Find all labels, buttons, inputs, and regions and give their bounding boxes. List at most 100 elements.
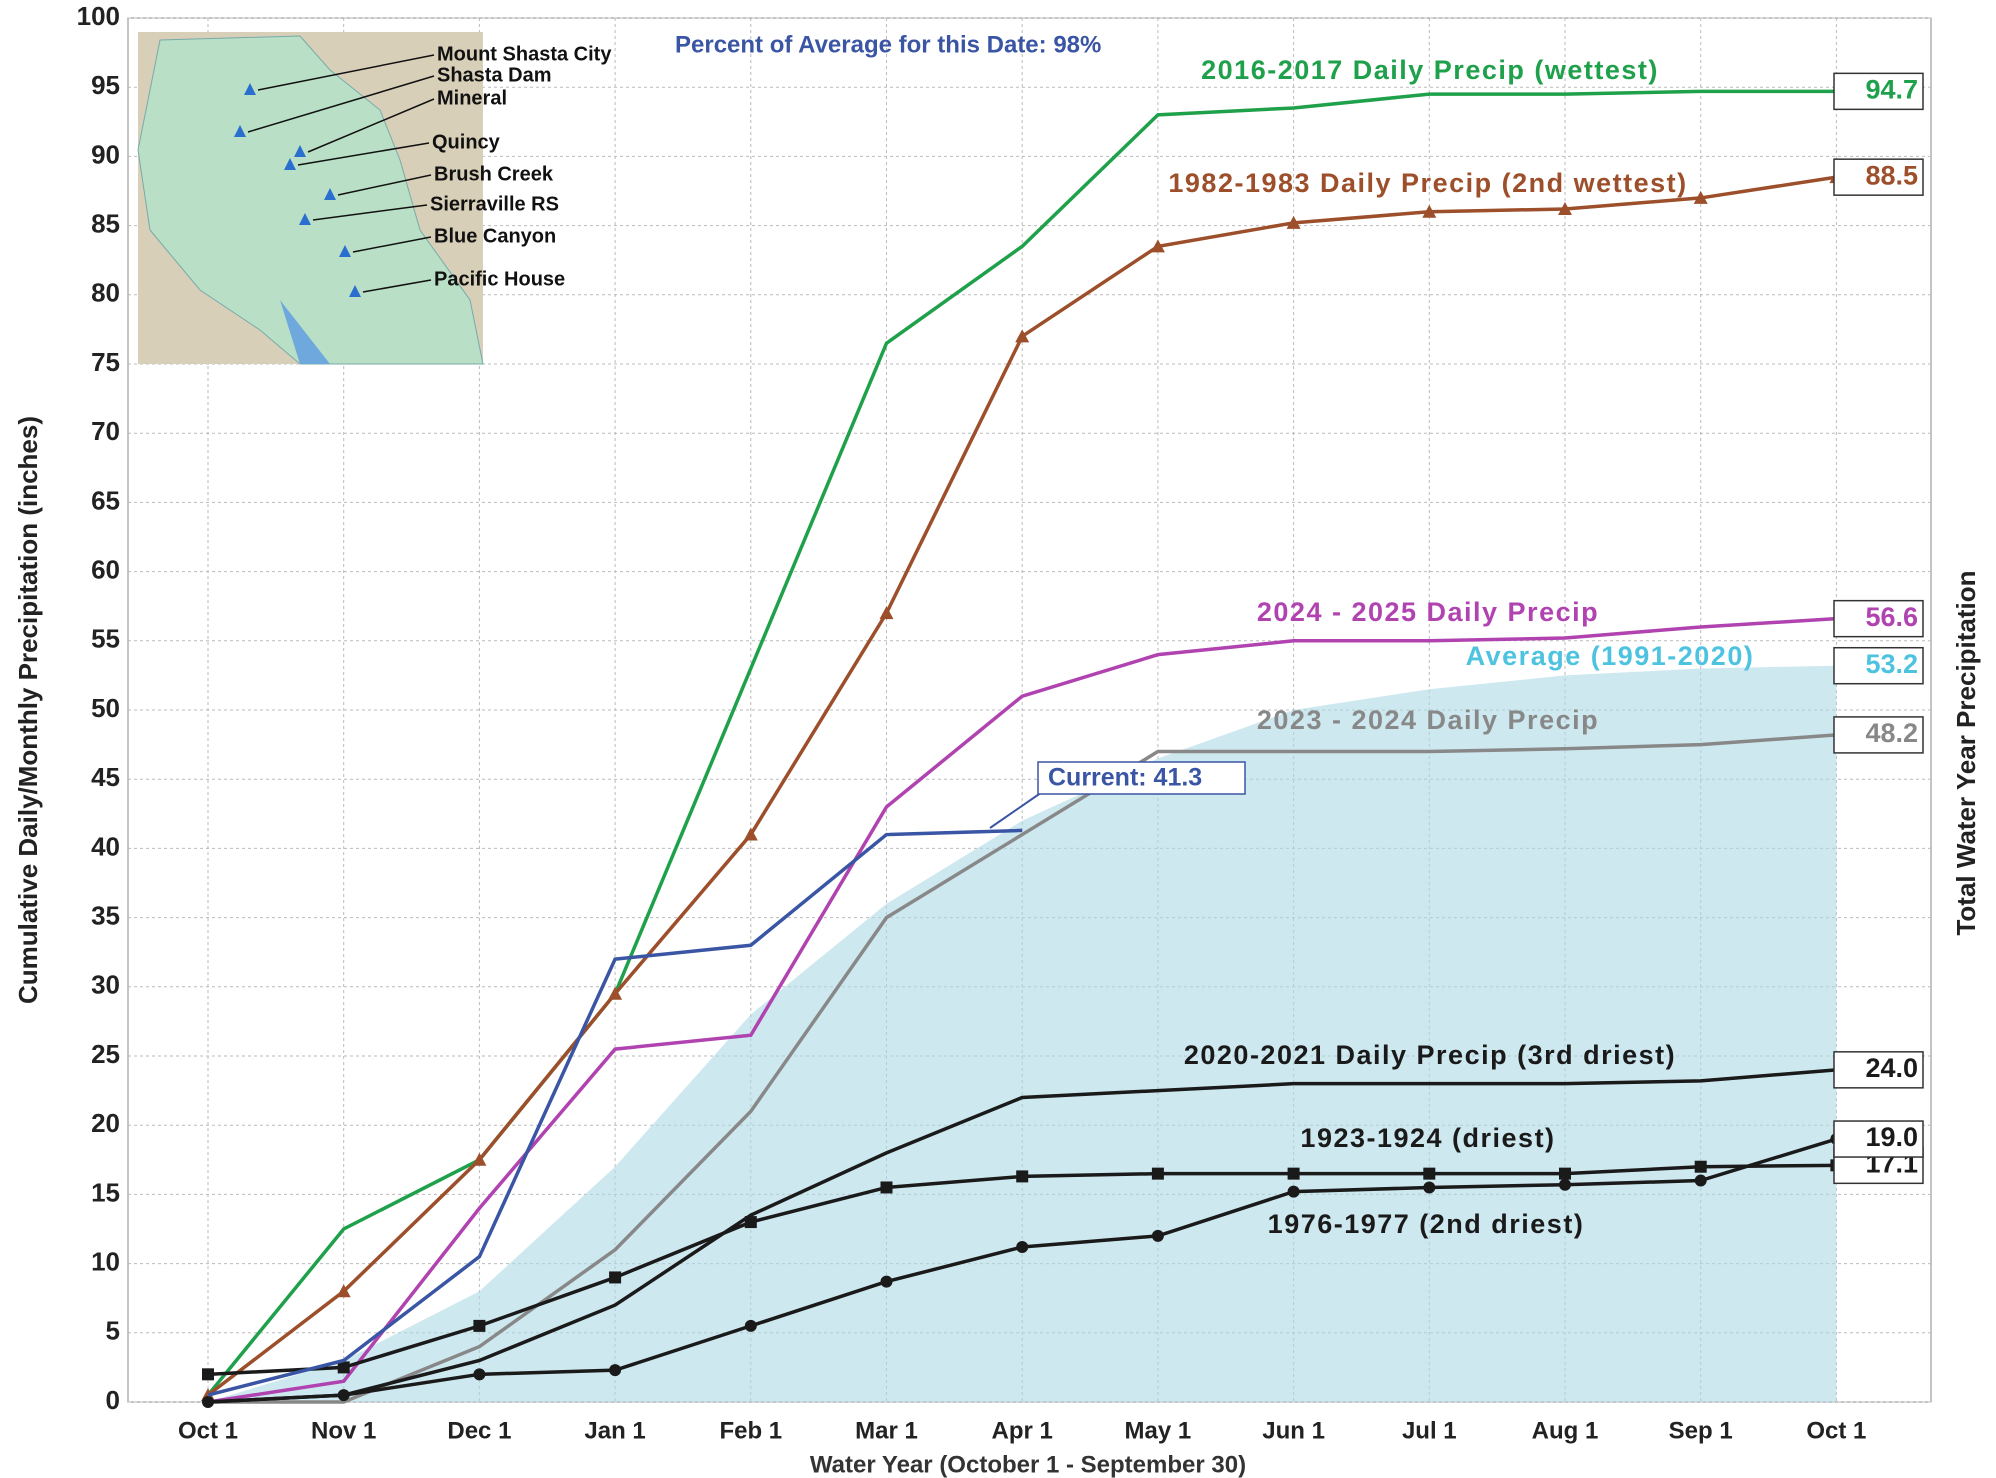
marker <box>609 1271 622 1284</box>
station-label: Pacific House <box>434 268 565 290</box>
marker <box>879 606 894 620</box>
series-label: 1976-1977 (2nd driest) <box>1268 1209 1585 1239</box>
y-tick-label: 45 <box>91 762 120 792</box>
x-tick-label: Nov 1 <box>311 1417 376 1444</box>
y-tick-label: 5 <box>106 1316 120 1346</box>
series-label: 1923-1924 (driest) <box>1300 1123 1555 1153</box>
station-marker <box>234 125 246 137</box>
end-label: 88.5 <box>1865 160 1918 190</box>
x-tick-label: Jul 1 <box>1402 1417 1457 1444</box>
marker <box>608 986 623 1000</box>
marker <box>1016 1170 1029 1183</box>
station-pointer <box>307 98 435 153</box>
station-pointer <box>312 204 428 221</box>
x-tick-label: Sep 1 <box>1669 1417 1733 1444</box>
y2-axis-label: Total Water Year Precipitation <box>1951 570 1981 935</box>
y-tick-label: 90 <box>91 139 120 169</box>
station-label: Quincy <box>432 131 501 153</box>
x-tick-label: Oct 1 <box>178 1417 238 1444</box>
map-water <box>280 300 330 364</box>
marker <box>337 1389 350 1402</box>
marker <box>1151 1167 1164 1180</box>
marker <box>609 1364 622 1377</box>
marker <box>473 1368 486 1381</box>
end-label: 56.6 <box>1865 602 1918 632</box>
marker <box>202 1396 214 1408</box>
station-pointer <box>297 142 430 166</box>
end-label: 94.7 <box>1865 74 1918 104</box>
marker <box>744 1319 757 1332</box>
marker <box>473 1319 486 1332</box>
station-label: Sierraville RS <box>430 193 559 215</box>
station-pointer <box>337 174 432 196</box>
y-tick-label: 0 <box>106 1385 120 1415</box>
station-label: Mineral <box>437 87 507 109</box>
marker <box>880 1181 893 1194</box>
station-pointer <box>257 54 435 91</box>
marker <box>1559 1167 1571 1180</box>
series-label: 2016-2017 Daily Precip (wettest) <box>1201 55 1659 85</box>
x-tick-label: Jun 1 <box>1262 1417 1325 1444</box>
station-marker <box>284 158 296 170</box>
annotation-arrow <box>989 789 1046 829</box>
annotation: Current: 41.3 <box>1048 764 1202 792</box>
x-tick-label: Dec 1 <box>447 1417 511 1444</box>
y-axis-label: Cumulative Daily/Monthly Precipitation (… <box>13 416 43 1004</box>
y-tick-label: 35 <box>91 900 120 930</box>
y-tick-label: 55 <box>91 624 120 654</box>
end-box <box>1833 646 1924 685</box>
y-tick-label: 60 <box>91 554 120 584</box>
marker <box>1422 204 1437 218</box>
y-tick-label: 65 <box>91 485 120 515</box>
x-tick-label: May 1 <box>1125 1417 1192 1444</box>
marker <box>1694 1160 1707 1173</box>
marker <box>1016 1240 1029 1253</box>
station-marker <box>299 213 311 225</box>
marker <box>336 1284 351 1298</box>
x-tick-label: Mar 1 <box>855 1417 918 1444</box>
y-tick-label: 80 <box>91 278 120 308</box>
station-label: Brush Creek <box>434 163 554 185</box>
series-line <box>208 733 1837 1404</box>
x-tick-label: Oct 1 <box>1806 1417 1866 1444</box>
series-label: 2023 - 2024 Daily Precip <box>1257 705 1599 735</box>
station-pointer <box>247 75 435 133</box>
y-tick-label: 40 <box>91 831 120 861</box>
series-label: 1982-1983 Daily Precip (2nd wettest) <box>1168 168 1687 198</box>
y-tick-label: 25 <box>91 1039 120 1069</box>
marker <box>1558 201 1572 215</box>
y-tick-label: 85 <box>91 208 120 238</box>
x-tick-label: Feb 1 <box>719 1417 782 1444</box>
station-label: Mount Shasta City <box>437 43 612 65</box>
y-tick-label: 75 <box>91 347 120 377</box>
marker <box>337 1361 350 1374</box>
station-label: Shasta Dam <box>437 64 552 86</box>
y-tick-label: 10 <box>91 1246 120 1276</box>
x-tick-label: Jan 1 <box>584 1417 645 1444</box>
series-line <box>207 1068 1837 1404</box>
marker <box>1150 239 1165 253</box>
end-box <box>1833 72 1924 111</box>
marker <box>1015 329 1030 343</box>
y-tick-label: 50 <box>91 693 120 723</box>
marker <box>1693 190 1708 204</box>
station-marker <box>244 83 256 95</box>
station-marker <box>324 188 336 200</box>
marker <box>1694 1174 1707 1187</box>
marker <box>1423 1181 1436 1194</box>
series-line <box>207 616 1837 1404</box>
station-pointer <box>352 236 432 253</box>
y-tick-label: 30 <box>91 970 120 1000</box>
series-label: 2020-2021 Daily Precip (3rd driest) <box>1184 1040 1676 1070</box>
y-tick-label: 100 <box>77 1 120 31</box>
subtitle: Percent of Average for this Date: 98% <box>675 31 1101 58</box>
marker <box>1287 1167 1300 1180</box>
end-box <box>1833 1120 1924 1158</box>
marker <box>1286 215 1301 229</box>
end-box <box>1833 716 1924 754</box>
end-label: 53.2 <box>1865 649 1918 679</box>
x-tick-label: Apr 1 <box>992 1417 1053 1444</box>
average-area <box>208 665 1837 1402</box>
series-line <box>207 828 1023 1397</box>
